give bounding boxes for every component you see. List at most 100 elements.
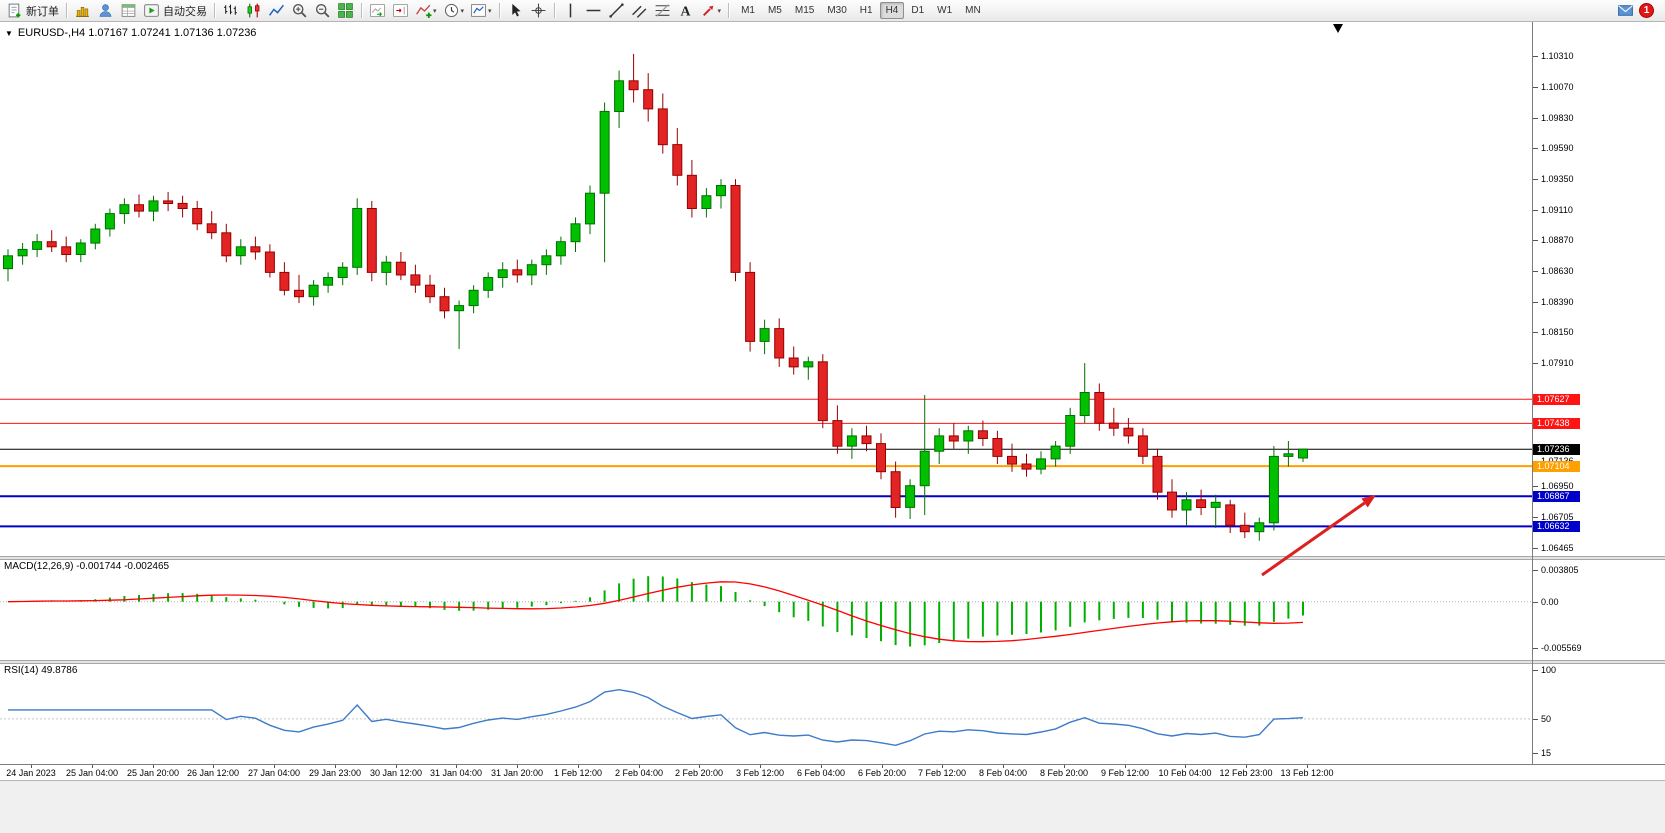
templates-button[interactable]: ▾ bbox=[467, 1, 495, 20]
chart-shift-button[interactable] bbox=[389, 1, 412, 20]
time-axis-label: 29 Jan 23:00 bbox=[308, 768, 362, 778]
zoom-out-button[interactable] bbox=[311, 1, 334, 20]
price-axis[interactable]: 1.10310 1.10070 1.09830 1.09590 1.09350 1.091… bbox=[1533, 22, 1665, 556]
market-watch-button[interactable] bbox=[117, 1, 140, 20]
axis-tick bbox=[1533, 118, 1538, 119]
time-axis-label: 25 Jan 20:00 bbox=[126, 768, 180, 778]
auto-trading-button[interactable]: 自动交易 bbox=[140, 1, 210, 20]
axis-tick bbox=[1533, 486, 1538, 487]
bid-price-label: 1.07236 bbox=[1533, 444, 1580, 455]
profiles-icon bbox=[99, 4, 112, 17]
channel-icon bbox=[631, 5, 646, 18]
axis-tick bbox=[1307, 765, 1308, 768]
axis-tick bbox=[1533, 302, 1538, 303]
news-button[interactable] bbox=[1614, 1, 1637, 20]
notification-badge[interactable]: 1 bbox=[1639, 3, 1654, 18]
line-chart-button[interactable] bbox=[265, 1, 288, 20]
profiles-button[interactable] bbox=[94, 1, 117, 20]
vertical-line-button[interactable] bbox=[559, 1, 582, 20]
price-line-label: 1.06632 bbox=[1533, 521, 1580, 532]
cursor-icon bbox=[511, 3, 521, 17]
price-lines[interactable] bbox=[0, 398, 1532, 528]
price-line-label: 1.06867 bbox=[1533, 491, 1580, 502]
price-axis-tick-label: 1.08150 bbox=[1541, 327, 1574, 337]
chart-shift-marker[interactable] bbox=[1333, 24, 1343, 33]
time-axis-label: 13 Feb 12:00 bbox=[1280, 768, 1334, 778]
axis-tick bbox=[1185, 765, 1186, 768]
auto-trading-icon bbox=[144, 4, 159, 17]
periods-button[interactable]: ▾ bbox=[440, 1, 468, 20]
bar-chart-button[interactable] bbox=[219, 1, 242, 20]
indicators-icon bbox=[416, 4, 432, 18]
time-axis-label: 8 Feb 04:00 bbox=[978, 768, 1028, 778]
panel-splitter[interactable] bbox=[0, 660, 1665, 664]
svg-text:A: A bbox=[680, 3, 690, 18]
candlestick-chart-button[interactable] bbox=[242, 1, 265, 20]
horizontal-line-button[interactable] bbox=[582, 1, 605, 20]
axis-tick bbox=[1533, 670, 1538, 671]
timeframe-button-M30[interactable]: M30 bbox=[827, 5, 847, 16]
axis-tick bbox=[92, 765, 93, 768]
timeframe-button-D1[interactable]: D1 bbox=[911, 5, 925, 16]
vertical-line-icon bbox=[569, 3, 571, 18]
axis-tick bbox=[1003, 765, 1004, 768]
time-axis-label: 2 Feb 20:00 bbox=[674, 768, 724, 778]
zoom-in-button[interactable] bbox=[288, 1, 311, 20]
crosshair-button[interactable] bbox=[527, 1, 550, 20]
timeframe-button-H4[interactable]: H4 bbox=[879, 2, 905, 19]
indicators-button[interactable]: ▾ bbox=[412, 1, 440, 20]
axis-tick bbox=[1533, 240, 1538, 241]
channel-button[interactable] bbox=[628, 1, 651, 20]
price-axis-tick-label: 1.08630 bbox=[1541, 266, 1574, 276]
bar-chart-icon bbox=[224, 4, 237, 15]
price-axis-tick-label: 1.09830 bbox=[1541, 113, 1574, 123]
price-chart[interactable] bbox=[0, 22, 1532, 556]
timeframe-button-M1[interactable]: M1 bbox=[741, 5, 755, 16]
axis-tick bbox=[213, 765, 214, 768]
macd-axis: 0.003805 0.00 -0.005569 bbox=[1533, 560, 1665, 660]
price-axis-border bbox=[1532, 22, 1533, 780]
chart-shift-icon bbox=[393, 4, 408, 17]
timeframe-button-W1[interactable]: W1 bbox=[937, 5, 953, 16]
rsi-panel[interactable] bbox=[0, 664, 1532, 764]
axis-tick bbox=[1533, 570, 1538, 571]
axis-tick bbox=[1533, 87, 1538, 88]
cursor-button[interactable] bbox=[504, 1, 527, 20]
timeframe-button-MN[interactable]: MN bbox=[965, 5, 981, 16]
dropdown-caret-icon: ▾ bbox=[460, 7, 465, 15]
toolbar-separator bbox=[361, 3, 362, 18]
bottom-strip bbox=[0, 780, 1665, 833]
arrows-tool-icon bbox=[702, 5, 713, 16]
macd-axis-tick-label: -0.005569 bbox=[1541, 643, 1582, 653]
time-axis[interactable]: 24 Jan 2023 25 Jan 04:00 25 Jan 20:00 26 Ja… bbox=[0, 764, 1665, 780]
new-order-button[interactable]: 新订单 bbox=[3, 1, 62, 20]
fibonacci-button[interactable] bbox=[651, 1, 674, 20]
time-axis-label: 2 Feb 04:00 bbox=[614, 768, 664, 778]
auto-scroll-button[interactable] bbox=[366, 1, 389, 20]
auto-trading-label: 自动交易 bbox=[163, 5, 207, 18]
candlestick-series bbox=[3, 53, 1308, 541]
time-axis-label: 31 Jan 04:00 bbox=[429, 768, 483, 778]
axis-tick bbox=[1533, 332, 1538, 333]
timeframe-button-M5[interactable]: M5 bbox=[767, 5, 782, 16]
axis-tick bbox=[821, 765, 822, 768]
trendline-button[interactable] bbox=[605, 1, 628, 20]
macd-axis-tick-label: 0.003805 bbox=[1541, 565, 1579, 575]
panel-splitter[interactable] bbox=[0, 556, 1665, 560]
timeframe-button-M15[interactable]: M15 bbox=[794, 5, 815, 16]
timeframe-button-H1[interactable]: H1 bbox=[859, 5, 873, 16]
new-chart-icon bbox=[76, 6, 89, 17]
toolbar-separator bbox=[66, 3, 67, 18]
timeframe-group: M1 M5 M15 M30 H1 H4 D1 W1 MN bbox=[735, 2, 987, 19]
macd-panel[interactable] bbox=[0, 560, 1532, 660]
axis-tick bbox=[1533, 602, 1538, 603]
tile-windows-button[interactable] bbox=[334, 1, 357, 20]
new-chart-button[interactable] bbox=[71, 1, 94, 20]
arrows-tool-button[interactable]: ▾ bbox=[697, 1, 725, 20]
one-click-trading-toggle-icon[interactable]: ▼ bbox=[5, 28, 13, 38]
periods-clock-icon bbox=[444, 3, 458, 18]
macd-signal-line bbox=[7, 581, 1304, 643]
text-tool-button[interactable]: A bbox=[674, 1, 697, 20]
axis-tick bbox=[31, 765, 32, 768]
price-axis-tick-label: 1.10070 bbox=[1541, 82, 1574, 92]
